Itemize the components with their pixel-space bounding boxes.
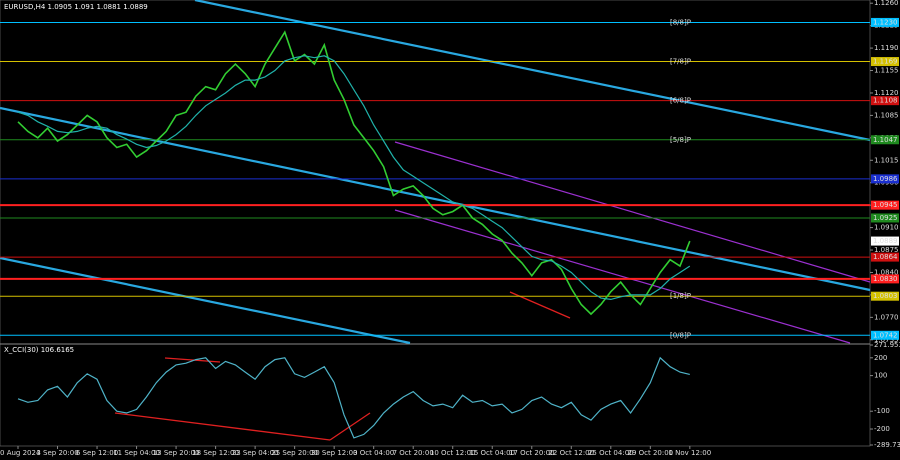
level-label: 1.0864	[873, 253, 898, 261]
x-tick-label: 11 Sep 04:00	[113, 449, 160, 457]
channel-line	[394, 141, 871, 283]
divergence-line	[114, 412, 331, 441]
level-name: [1/8]P	[670, 292, 691, 300]
level-label: 1.0742	[873, 331, 898, 339]
x-tick-label: 29 Oct 20:00	[627, 449, 673, 457]
series-line	[17, 356, 690, 439]
divergence-line	[164, 357, 221, 363]
level-label-box	[871, 330, 899, 340]
level-label: 1.0830	[873, 275, 898, 283]
y-tick-label: -289.7344	[874, 441, 900, 449]
y-tick-label: -200	[874, 425, 890, 433]
divergence-lines	[114, 291, 571, 441]
level-label: 1.0925	[873, 214, 898, 222]
level-name: [8/8]P	[670, 18, 691, 26]
series-line	[17, 55, 691, 301]
y-tick-label: 1.0770	[874, 313, 899, 321]
level-label-box	[871, 174, 899, 184]
level-label-box	[871, 291, 899, 301]
channel-line	[394, 209, 851, 344]
level-name: [5/8]P	[670, 136, 691, 144]
x-tick-label: 17 Oct 20:00	[509, 449, 555, 457]
level-label-box	[871, 57, 899, 67]
price-label-box	[871, 236, 899, 246]
level-label-box	[871, 213, 899, 223]
x-tick-label: 6 Sep 12:00	[76, 449, 118, 457]
x-tick-label: 30 Aug 2024	[0, 449, 41, 457]
trend-lines	[0, 0, 871, 345]
y-tick-label: 1.1120	[874, 89, 899, 97]
x-tick-label: 10 Oct 12:00	[430, 449, 476, 457]
price-label: 1.0889	[873, 237, 898, 245]
trend-line	[194, 0, 871, 142]
y-tick-label: 1.1085	[874, 111, 899, 119]
y-tick-label: 1.1155	[874, 67, 899, 75]
y-tick-label: 271.9533	[874, 341, 900, 349]
x-tick-label: 18 Sep 12:00	[192, 449, 239, 457]
x-tick-label: 30 Sep 12:00	[311, 449, 358, 457]
y-tick-label: 1.1015	[874, 156, 899, 164]
level-label-box	[871, 200, 899, 210]
indicator-title: X_CCI(30) 106.6165	[4, 346, 74, 354]
x-tick-label: 1 Nov 12:00	[668, 449, 711, 457]
level-label: 1.1047	[873, 136, 898, 144]
level-label: 1.0803	[873, 292, 898, 300]
x-tick-label: 7 Oct 20:00	[393, 449, 434, 457]
chart-title: EURUSD,H4 1.0905 1.091 1.0881 1.0889	[4, 3, 148, 11]
x-tick-label: 22 Oct 12:00	[548, 449, 594, 457]
level-name: [0/8]P	[670, 331, 691, 339]
y-tick-label: 1.0875	[874, 246, 899, 254]
x-tick-label: 23 Sep 04:00	[232, 449, 279, 457]
x-tick-label: 3 Sep 20:00	[36, 449, 78, 457]
divergence-line	[329, 412, 371, 441]
level-label: 1.1169	[873, 58, 898, 66]
level-name: [7/8]P	[670, 58, 691, 66]
x-tick-label: 25 Sep 20:00	[271, 449, 318, 457]
level-label: 1.1230	[873, 18, 898, 26]
level-label-box	[871, 17, 899, 27]
x-tick-label: 13 Sep 20:00	[153, 449, 200, 457]
series-line	[17, 30, 691, 316]
y-tick-label: 1.1190	[874, 44, 899, 52]
trend-line	[0, 106, 871, 292]
x-tick-label: 3 Oct 04:00	[353, 449, 394, 457]
x-tick-label: 25 Oct 04:00	[588, 449, 634, 457]
level-label: 1.0986	[873, 175, 898, 183]
level-name: [6/8]P	[670, 97, 691, 105]
y-tick-label: 1.0910	[874, 224, 899, 232]
y-tick-label: 1.0840	[874, 268, 899, 276]
y-tick-label: -100	[874, 407, 890, 415]
level-label: 1.0945	[873, 201, 898, 209]
frame	[0, 0, 871, 447]
level-label-box	[871, 252, 899, 262]
level-label: 1.1108	[873, 97, 898, 105]
y-tick-label: 100	[874, 372, 887, 380]
level-label-box	[871, 135, 899, 145]
y-tick-label: 200	[874, 354, 887, 362]
x-tick-label: 15 Oct 04:00	[469, 449, 515, 457]
level-label-box	[871, 96, 899, 106]
level-label-box	[871, 274, 899, 284]
channel-lines	[394, 141, 871, 344]
channel-line	[505, 258, 610, 343]
trend-line	[0, 256, 411, 345]
y-tick-label: 1.1260	[874, 0, 899, 7]
